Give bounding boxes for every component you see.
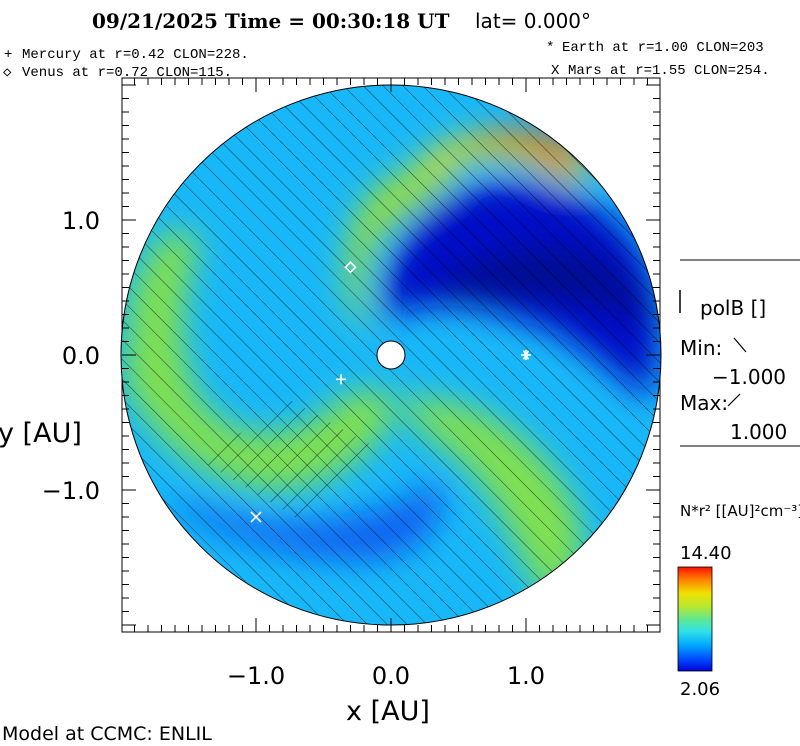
y-tick-label: 0.0 [62, 342, 100, 370]
colorbar-label: N*r² [[AU]²cm⁻³] [680, 502, 800, 520]
footer-credit: Model at CCMC: ENLIL [2, 723, 212, 745]
venus-marker-legend: ◇ [3, 65, 12, 81]
planet-markers [250, 261, 531, 523]
x-tick-label: 0.0 [372, 662, 410, 690]
mercury-marker [336, 374, 347, 385]
venus-info: Venus at r=0.72 CLON=115. [22, 65, 232, 81]
x-tick-labels: −1.0 0.0 1.0 [227, 662, 545, 690]
max-value: 1.000 [730, 420, 787, 444]
earth-marker-legend: * [546, 40, 554, 56]
plot-title: 09/21/2025 Time = 00:30:18 UT [92, 9, 450, 33]
earth-marker [521, 350, 531, 360]
axis-ticks [122, 78, 660, 632]
colorbar-min: 2.06 [680, 679, 720, 700]
x-tick-label: −1.0 [227, 662, 285, 690]
x-axis-label: x [AU] [346, 696, 430, 727]
earth-info: Earth at r=1.00 CLON=203 [562, 40, 764, 56]
mercury-marker-legend: + [4, 47, 12, 63]
mars-info: Mars at r=1.55 CLON=254. [568, 63, 770, 79]
polb-label: polB [] [700, 296, 766, 320]
max-label: Max: [680, 391, 728, 415]
mars-marker [250, 511, 262, 523]
min-value: −1.000 [712, 365, 786, 389]
min-hatch-icon [733, 337, 747, 353]
y-tick-label: 1.0 [62, 207, 100, 235]
x-tick-label: 1.0 [507, 662, 545, 690]
colorbar [677, 566, 713, 672]
y-tick-label: −1.0 [42, 477, 100, 505]
venus-marker [344, 261, 357, 274]
max-hatch-icon [727, 393, 741, 407]
density-heatmap [121, 85, 661, 625]
latitude-label: lat= 0.000° [475, 9, 591, 33]
colorbar-max: 14.40 [680, 543, 732, 564]
sun-inner-boundary [376, 340, 406, 370]
y-axis-label: y [AU] [0, 418, 82, 449]
mars-marker-legend: X [551, 63, 560, 79]
min-label: Min: [680, 336, 722, 360]
y-tick-labels: 1.0 0.0 −1.0 [42, 207, 100, 505]
mercury-info: Mercury at r=0.42 CLON=228. [22, 47, 249, 63]
